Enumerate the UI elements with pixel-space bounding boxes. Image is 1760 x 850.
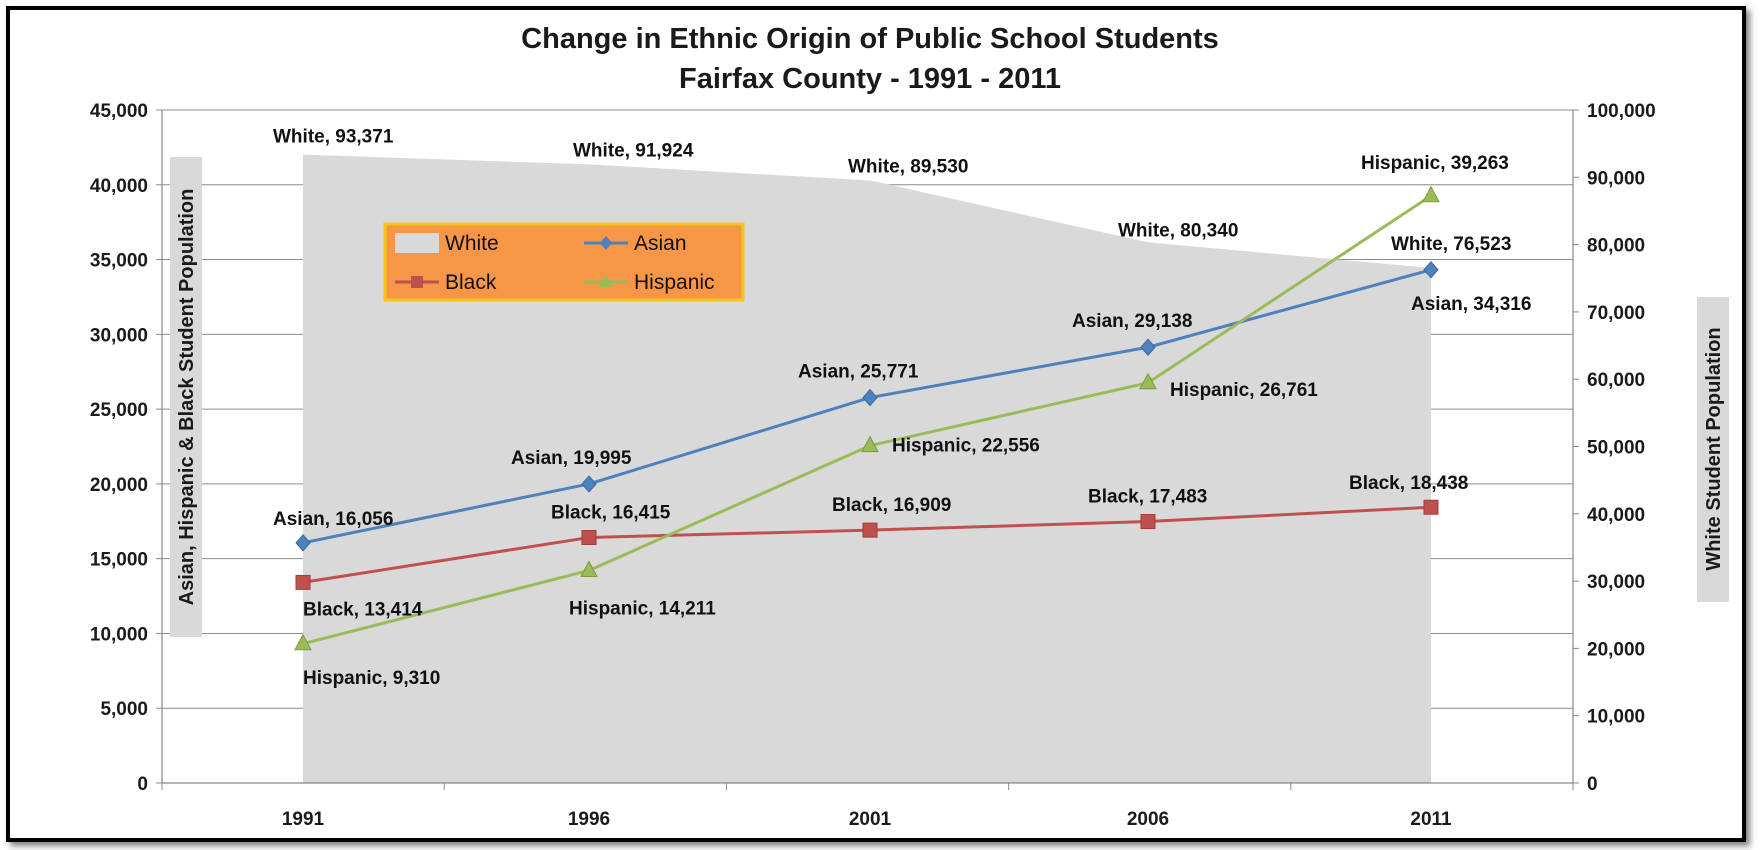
y-left-tick-label: 20,000 xyxy=(90,475,148,496)
data-label-black: Black, 18,438 xyxy=(1349,473,1468,494)
x-tick-label: 2011 xyxy=(1410,809,1452,830)
y-left-axis-label: Asian, Hispanic & Black Student Populati… xyxy=(176,189,198,606)
marker-hispanic xyxy=(861,435,879,453)
legend: White Asian Black Hispanic xyxy=(383,222,745,302)
legend-label-asian: Asian xyxy=(634,232,687,255)
data-label-asian: Asian, 34,316 xyxy=(1411,294,1531,315)
data-label-hispanic: Hispanic, 26,761 xyxy=(1170,380,1318,401)
y-right-tick-label: 40,000 xyxy=(1587,505,1645,526)
series-white-area xyxy=(303,154,1431,784)
data-label-white: White, 89,530 xyxy=(848,156,968,177)
data-label-hispanic: Hispanic, 22,556 xyxy=(892,436,1040,457)
axes: 0 5,000 10,000 15,000 20,000 25,000 30,000 35,0… xyxy=(90,101,1656,830)
marker-asian xyxy=(295,534,311,552)
marker-hispanic xyxy=(294,633,312,651)
y-right-label-bg xyxy=(1697,297,1729,602)
y-left-tick-label: 5,000 xyxy=(100,699,148,720)
legend-marker-asian xyxy=(600,236,612,250)
marker-asian xyxy=(581,475,597,493)
y-left-label-bg xyxy=(170,157,202,637)
data-label-white: White, 93,371 xyxy=(273,127,394,148)
marker-hispanic xyxy=(580,560,598,577)
legend-marker-black xyxy=(411,276,423,288)
legend-label-white: White xyxy=(445,232,499,255)
series-lines xyxy=(294,185,1440,651)
x-tick-label: 1996 xyxy=(568,809,610,830)
y-right-tick-label: 50,000 xyxy=(1587,438,1645,459)
chart-title: Change in Ethnic Origin of Public School… xyxy=(521,23,1219,55)
marker-black xyxy=(862,522,878,538)
y-right-tick-label: 80,000 xyxy=(1587,236,1645,257)
data-labels: White, 93,371 White, 91,924 White, 89,530 W… xyxy=(273,127,1531,689)
marker-asian xyxy=(862,388,878,407)
x-tick-label: 1991 xyxy=(282,809,325,830)
data-label-black: Black, 16,415 xyxy=(551,503,671,524)
data-label-asian: Asian, 16,056 xyxy=(273,509,393,530)
marker-asian xyxy=(1140,338,1156,356)
data-label-hispanic: Hispanic, 39,263 xyxy=(1361,153,1509,174)
y-left-tick-label: 0 xyxy=(137,774,148,795)
data-label-hispanic: Hispanic, 14,211 xyxy=(569,598,716,619)
marker-hispanic xyxy=(1422,185,1440,203)
y-left-tick-label: 10,000 xyxy=(90,624,148,645)
data-label-black: Black, 16,909 xyxy=(832,495,951,516)
y-right-tick-label: 90,000 xyxy=(1587,168,1645,189)
data-label-white: White, 80,340 xyxy=(1118,220,1238,241)
data-label-asian: Asian, 25,771 xyxy=(798,362,919,383)
y-left-tick-label: 40,000 xyxy=(90,176,148,197)
y-left-tick-label: 35,000 xyxy=(90,251,148,272)
marker-black xyxy=(1140,514,1156,530)
marker-black xyxy=(295,574,311,590)
y-left-tick-label: 15,000 xyxy=(90,550,148,571)
data-label-asian: Asian, 19,995 xyxy=(511,448,632,469)
data-label-black: Black, 17,483 xyxy=(1088,487,1207,508)
data-label-white: White, 76,523 xyxy=(1391,234,1511,255)
x-tick-label: 2001 xyxy=(849,809,892,830)
y-right-tick-label: 20,000 xyxy=(1587,639,1645,660)
legend-label-hispanic: Hispanic xyxy=(634,271,715,294)
y-right-tick-label: 100,000 xyxy=(1587,101,1656,122)
y-left-tick-label: 45,000 xyxy=(90,101,148,122)
legend-box xyxy=(383,222,745,302)
marker-black xyxy=(581,530,597,546)
legend-marker-hispanic xyxy=(599,274,613,287)
y-right-tick-label: 60,000 xyxy=(1587,370,1645,391)
y-right-tick-label: 30,000 xyxy=(1587,572,1645,593)
chart-subtitle: Fairfax County - 1991 - 2011 xyxy=(679,63,1061,95)
x-tick-label: 2006 xyxy=(1127,809,1169,830)
y-right-axis-label: White Student Population xyxy=(1703,327,1725,570)
marker-black xyxy=(1423,499,1439,515)
y-left-tick-label: 30,000 xyxy=(90,325,148,346)
y-right-tick-label: 10,000 xyxy=(1587,707,1645,728)
white-area xyxy=(303,154,1431,784)
data-label-asian: Asian, 29,138 xyxy=(1072,311,1192,332)
y-left-tick-label: 25,000 xyxy=(90,400,148,421)
data-label-hispanic: Hispanic, 9,310 xyxy=(303,668,440,689)
legend-label-black: Black xyxy=(445,271,497,294)
data-label-black: Black, 13,414 xyxy=(303,599,423,620)
marker-hispanic xyxy=(1139,372,1157,390)
y-right-tick-label: 0 xyxy=(1587,774,1598,795)
y-right-tick-label: 70,000 xyxy=(1587,303,1645,324)
data-label-white: White, 91,924 xyxy=(573,140,694,161)
legend-swatch-white xyxy=(395,233,439,253)
marker-asian xyxy=(1423,261,1439,279)
